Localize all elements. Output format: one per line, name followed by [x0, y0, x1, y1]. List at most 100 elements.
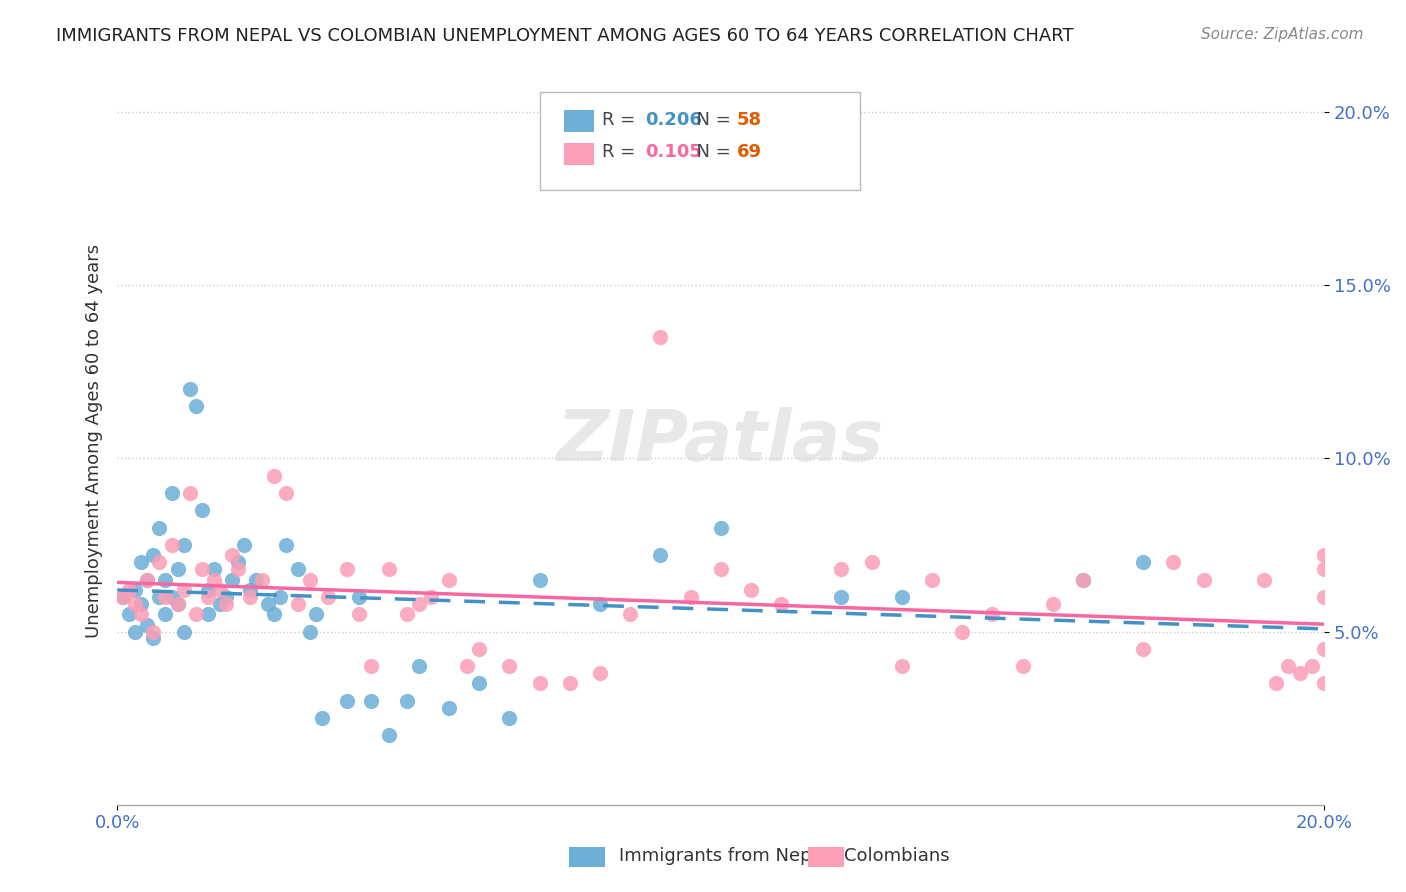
Point — [179, 486, 201, 500]
Point — [124, 624, 146, 639]
Point — [124, 582, 146, 597]
Point — [155, 573, 177, 587]
Point — [408, 659, 430, 673]
Point — [437, 573, 460, 587]
Point — [1301, 659, 1323, 673]
Point — [347, 590, 370, 604]
Point — [420, 590, 443, 604]
Point — [131, 597, 153, 611]
Point — [378, 562, 401, 576]
Point — [202, 562, 225, 576]
Point — [589, 666, 612, 681]
Point — [860, 555, 883, 569]
Text: Source: ZipAtlas.com: Source: ZipAtlas.com — [1201, 27, 1364, 42]
FancyBboxPatch shape — [540, 92, 859, 190]
Text: ZIPatlas: ZIPatlas — [557, 407, 884, 475]
Point — [1192, 573, 1215, 587]
Point — [1132, 555, 1154, 569]
Point — [830, 590, 852, 604]
Point — [498, 659, 520, 673]
Text: R =: R = — [602, 144, 641, 161]
Text: N =: N = — [685, 111, 735, 128]
Point — [131, 607, 153, 622]
Point — [1313, 641, 1336, 656]
Point — [166, 597, 188, 611]
Point — [112, 590, 135, 604]
Text: 0.105: 0.105 — [645, 144, 702, 161]
Point — [118, 582, 141, 597]
Point — [148, 555, 170, 569]
Point — [360, 659, 382, 673]
Point — [269, 590, 291, 604]
Point — [408, 597, 430, 611]
Point — [239, 582, 262, 597]
Point — [221, 549, 243, 563]
Point — [305, 607, 328, 622]
Point — [378, 728, 401, 742]
Point — [124, 597, 146, 611]
Point — [299, 624, 322, 639]
Point — [118, 607, 141, 622]
Point — [468, 676, 491, 690]
Point — [619, 607, 641, 622]
Point — [276, 486, 298, 500]
Point — [160, 486, 183, 500]
Point — [456, 659, 478, 673]
Point — [360, 694, 382, 708]
Point — [437, 700, 460, 714]
Point — [136, 617, 159, 632]
Point — [1313, 549, 1336, 563]
Point — [190, 562, 212, 576]
FancyBboxPatch shape — [564, 111, 593, 132]
Point — [215, 590, 238, 604]
Text: 69: 69 — [737, 144, 762, 161]
Point — [529, 573, 551, 587]
Point — [190, 503, 212, 517]
Point — [160, 538, 183, 552]
Point — [558, 676, 581, 690]
Point — [166, 562, 188, 576]
Point — [1265, 676, 1288, 690]
Point — [136, 573, 159, 587]
Point — [263, 607, 285, 622]
Point — [179, 382, 201, 396]
Point — [184, 607, 207, 622]
Point — [299, 573, 322, 587]
Point — [1071, 573, 1094, 587]
Point — [1253, 573, 1275, 587]
Point — [173, 624, 195, 639]
Point — [679, 590, 702, 604]
Point — [1313, 562, 1336, 576]
Point — [770, 597, 793, 611]
Point — [890, 590, 912, 604]
Point — [311, 711, 333, 725]
Point — [1011, 659, 1033, 673]
Point — [287, 597, 309, 611]
Point — [173, 582, 195, 597]
Point — [395, 607, 418, 622]
Text: Immigrants from Nepal: Immigrants from Nepal — [619, 847, 828, 865]
Point — [250, 573, 273, 587]
Point — [232, 538, 254, 552]
Point — [498, 711, 520, 725]
Point — [318, 590, 340, 604]
Point — [740, 582, 762, 597]
Point — [142, 624, 165, 639]
Point — [221, 573, 243, 587]
Point — [136, 573, 159, 587]
Point — [142, 632, 165, 646]
Point — [468, 641, 491, 656]
Point — [276, 538, 298, 552]
Point — [589, 597, 612, 611]
Point — [257, 597, 280, 611]
Point — [112, 590, 135, 604]
Point — [226, 562, 249, 576]
Point — [529, 676, 551, 690]
Point — [226, 555, 249, 569]
Point — [166, 597, 188, 611]
Y-axis label: Unemployment Among Ages 60 to 64 years: Unemployment Among Ages 60 to 64 years — [86, 244, 103, 638]
Text: IMMIGRANTS FROM NEPAL VS COLOMBIAN UNEMPLOYMENT AMONG AGES 60 TO 64 YEARS CORREL: IMMIGRANTS FROM NEPAL VS COLOMBIAN UNEMP… — [56, 27, 1074, 45]
Point — [131, 555, 153, 569]
Point — [239, 590, 262, 604]
Point — [202, 573, 225, 587]
